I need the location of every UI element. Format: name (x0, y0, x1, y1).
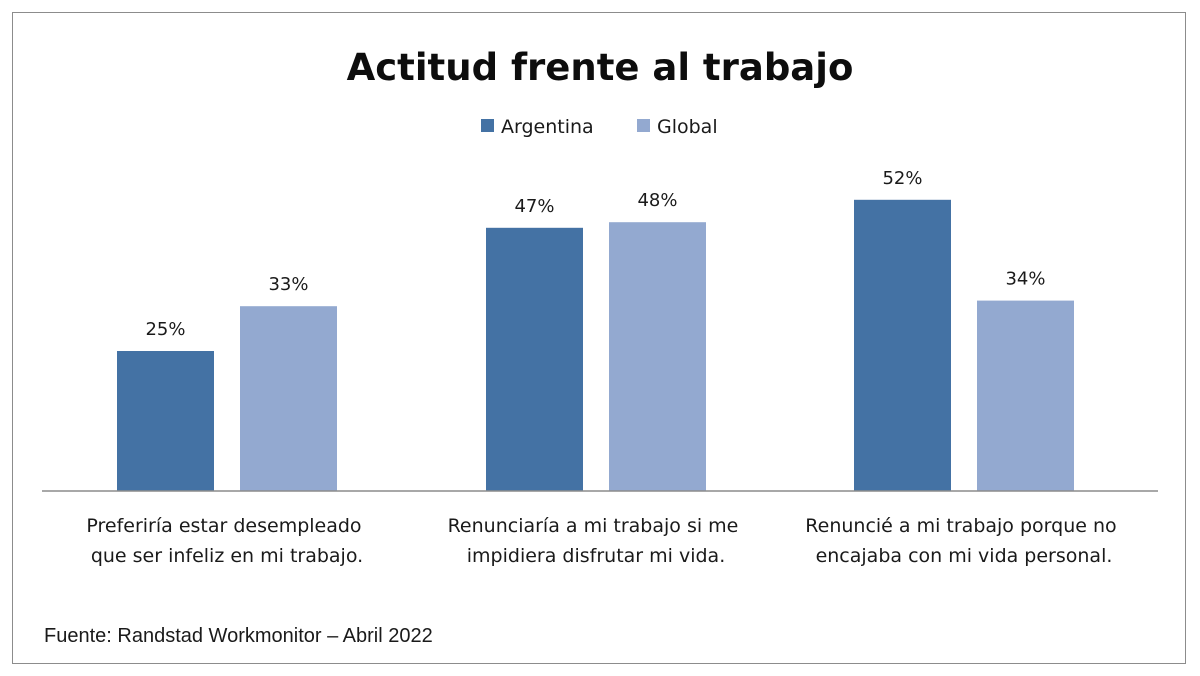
chart-title: Actitud frente al trabajo (347, 46, 854, 89)
data-label-argentina-2: 47% (514, 196, 554, 217)
bar-global-2 (609, 222, 706, 491)
bar-global-1 (240, 306, 337, 491)
legend: Argentina Global (481, 116, 718, 138)
data-label-global-3: 34% (1005, 269, 1045, 290)
bar-argentina-3 (854, 199, 951, 492)
category-label-1: Preferiría estar desempleado que ser inf… (86, 515, 367, 567)
legend-swatch-argentina (481, 119, 494, 132)
category-labels: Preferiría estar desempleado que ser inf… (86, 515, 1122, 567)
category-label-2: Renunciaría a mi trabajo si me impidiera… (448, 515, 745, 567)
legend-label-global: Global (657, 116, 718, 138)
bar-global-3 (977, 300, 1074, 491)
data-label-global-1: 33% (268, 274, 308, 295)
plot-area: 25% 47% 52% 33% 48% 34% (117, 168, 1074, 492)
category-label-3: Renuncié a mi trabajo porque no encajaba… (805, 515, 1122, 567)
legend-label-argentina: Argentina (501, 116, 594, 138)
data-label-argentina-3: 52% (882, 168, 922, 189)
bar-argentina-1 (117, 351, 214, 491)
source-note: Fuente: Randstad Workmonitor – Abril 202… (44, 625, 433, 647)
data-label-global-2: 48% (637, 190, 677, 211)
data-label-argentina-1: 25% (145, 319, 185, 340)
bar-argentina-2 (486, 227, 583, 492)
legend-swatch-global (637, 119, 650, 132)
